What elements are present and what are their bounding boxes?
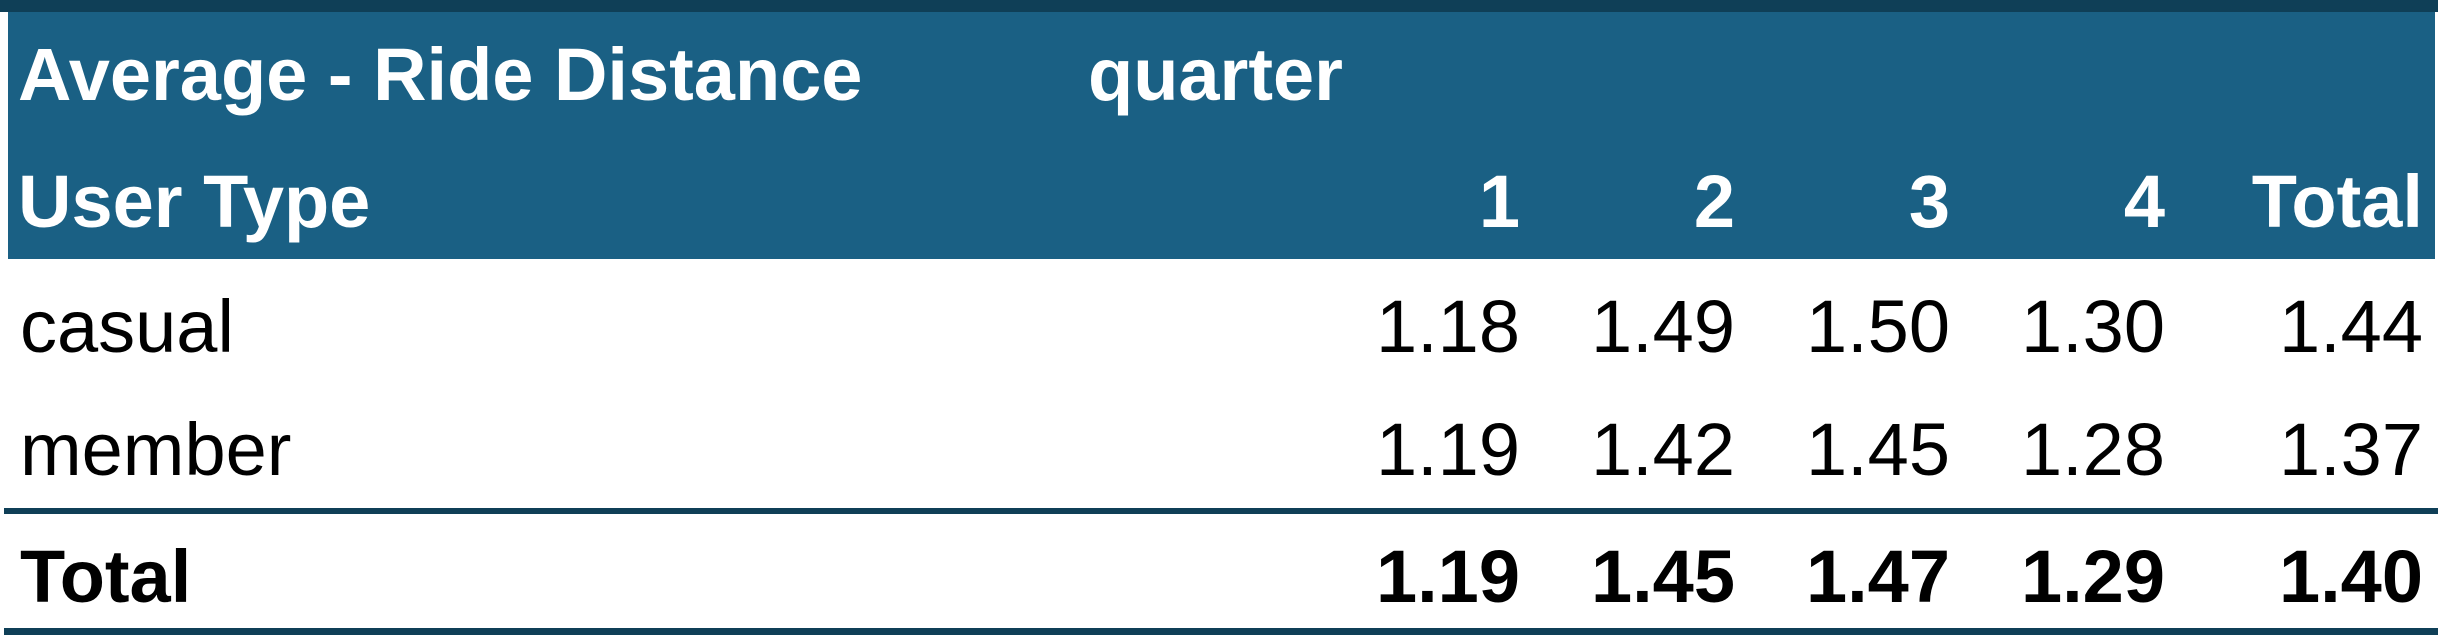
grand-total-q2[interactable]: 1.45 <box>1590 535 1735 618</box>
grand-total-q3[interactable]: 1.47 <box>1805 535 1950 618</box>
grand-total-label[interactable]: Total <box>20 535 192 618</box>
cell-member-q1[interactable]: 1.19 <box>1375 408 1520 491</box>
row-label-casual[interactable]: casual <box>20 285 234 368</box>
cell-member-q2[interactable]: 1.42 <box>1590 408 1735 491</box>
cell-member-total[interactable]: 1.37 <box>2278 408 2423 491</box>
cell-casual-q1[interactable]: 1.18 <box>1375 285 1520 368</box>
cell-casual-q4[interactable]: 1.30 <box>2020 285 2165 368</box>
grand-total-q4[interactable]: 1.29 <box>2020 535 2165 618</box>
cell-member-q4[interactable]: 1.28 <box>2020 408 2165 491</box>
cell-member-q3[interactable]: 1.45 <box>1805 408 1950 491</box>
grand-total-q1[interactable]: 1.19 <box>1375 535 1520 618</box>
row-label-member[interactable]: member <box>20 408 292 491</box>
measure-label[interactable]: Average - Ride Distance <box>18 33 863 116</box>
total-separator-line <box>4 508 2438 514</box>
column-header-2[interactable]: 2 <box>1693 160 1735 243</box>
cell-casual-q2[interactable]: 1.49 <box>1590 285 1735 368</box>
cell-casual-q3[interactable]: 1.50 <box>1805 285 1950 368</box>
pivot-header-band <box>8 12 2435 259</box>
grand-total-overall[interactable]: 1.40 <box>2278 535 2423 618</box>
column-header-3[interactable]: 3 <box>1908 160 1950 243</box>
column-header-total[interactable]: Total <box>2251 160 2423 243</box>
row-field-label[interactable]: User Type <box>18 160 371 243</box>
column-header-1[interactable]: 1 <box>1478 160 1520 243</box>
top-border <box>0 0 2438 12</box>
column-header-4[interactable]: 4 <box>2123 160 2165 243</box>
cell-casual-total[interactable]: 1.44 <box>2278 285 2423 368</box>
column-field-label[interactable]: quarter <box>1088 33 1343 116</box>
bottom-border <box>4 628 2438 635</box>
